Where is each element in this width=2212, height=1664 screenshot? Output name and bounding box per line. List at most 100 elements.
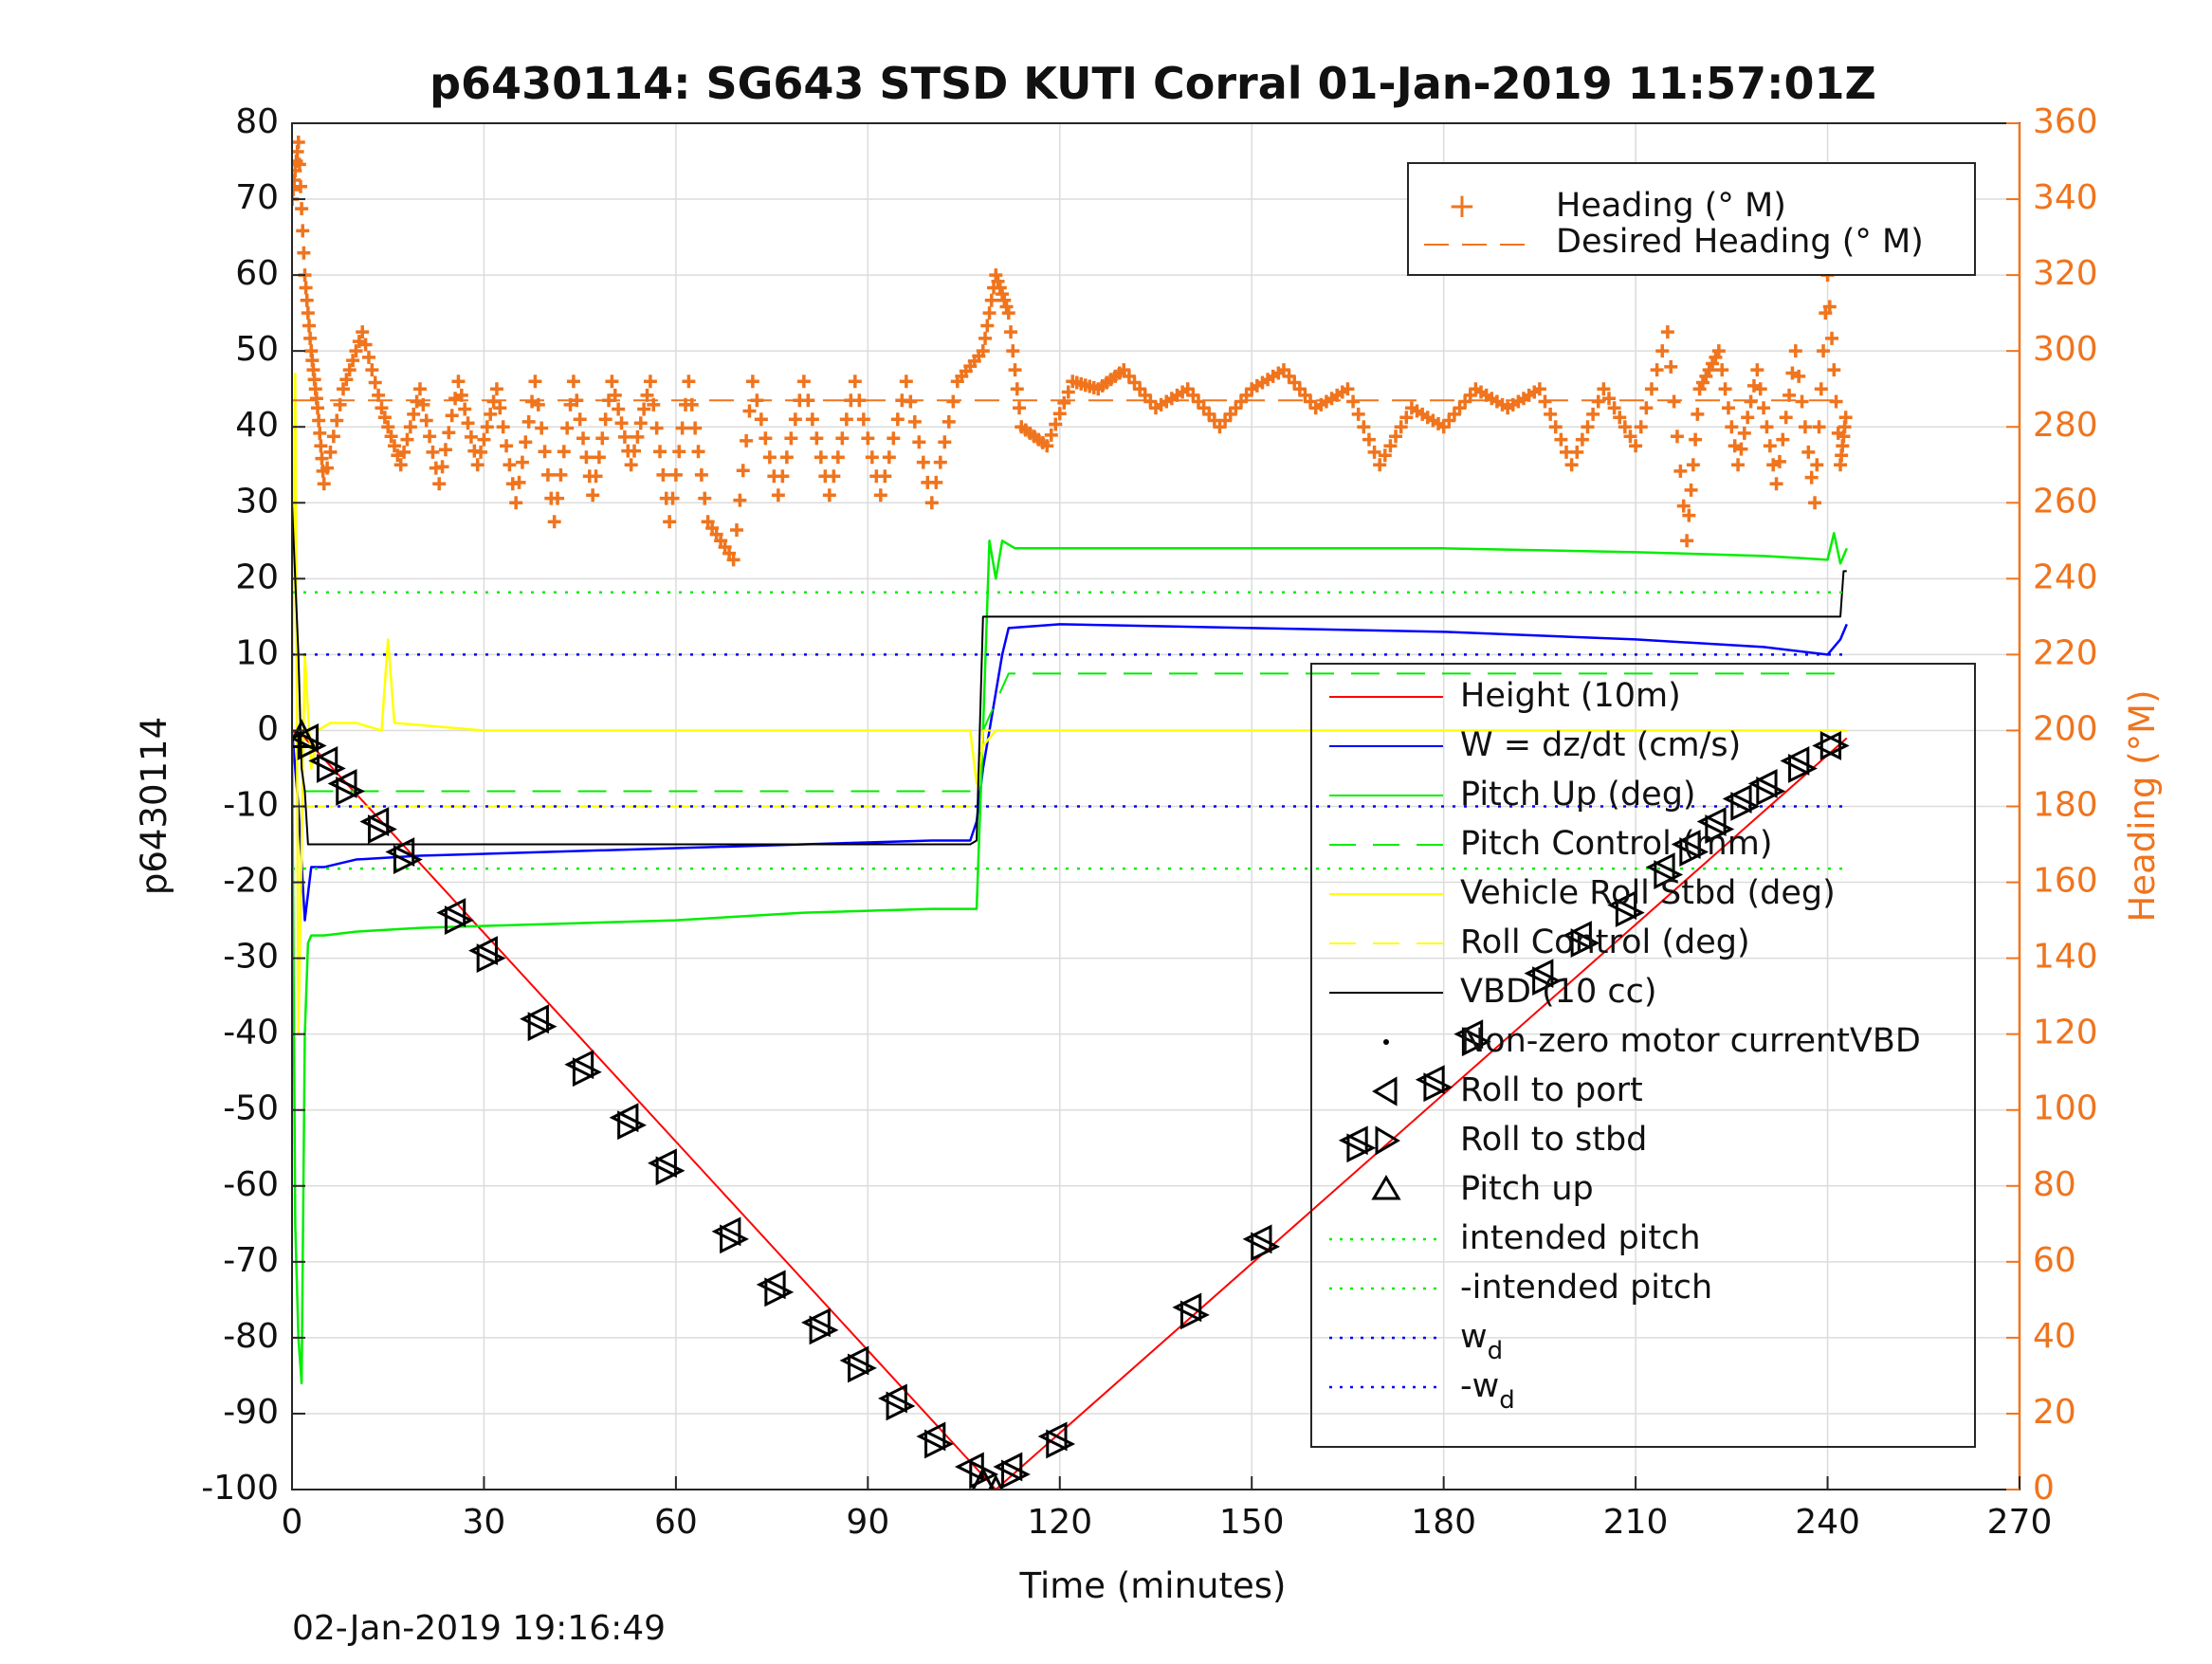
roll-stbd-marker: [476, 943, 506, 974]
heading-point: [822, 488, 836, 503]
heading-point: [1008, 363, 1022, 377]
heading-point: [302, 319, 316, 333]
x-tick-label: 210: [1603, 1503, 1669, 1542]
heading-point: [779, 450, 794, 465]
y2-tick-label: 40: [2033, 1317, 2076, 1356]
y-tick-label: 40: [235, 406, 279, 445]
heading-point: [313, 426, 327, 440]
heading-point: [1711, 344, 1726, 358]
heading-point: [1613, 411, 1627, 425]
heading-point: [1532, 382, 1546, 396]
heading-point: [1597, 382, 1611, 396]
y-axis-label: p6430114: [134, 717, 174, 895]
y-tick-label: -30: [223, 938, 279, 977]
heading-point: [698, 491, 712, 505]
heading-point: [993, 281, 1007, 295]
y-tick-label: 60: [235, 254, 279, 293]
heading-point: [573, 412, 587, 427]
heading-point: [509, 496, 523, 510]
heading-point: [835, 431, 850, 446]
legend-motor-current-label: Non-zero motor currentVBD: [1460, 1022, 1921, 1060]
chart-title: p6430114: SG643 STSD KUTI Corral 01-Jan-…: [430, 58, 1876, 109]
heading-point: [675, 421, 689, 435]
heading-point: [426, 445, 440, 459]
roll-port-marker: [1696, 807, 1727, 836]
legend-heading-label: Heading (° M): [1556, 187, 1786, 225]
heading-point: [515, 455, 529, 469]
heading-point: [865, 450, 879, 465]
roll-stbd-marker: [572, 1057, 602, 1088]
roll-port-marker: [800, 1307, 831, 1338]
heading-point: [1346, 394, 1361, 409]
heading-point: [1394, 420, 1408, 434]
heading-point: [1810, 458, 1824, 472]
heading-point: [1378, 448, 1392, 463]
heading-point: [733, 493, 747, 507]
heading-point: [1734, 442, 1748, 456]
heading-point: [805, 412, 819, 427]
heading-point: [1601, 392, 1616, 406]
heading-point: [356, 325, 370, 339]
heading-point: [493, 401, 507, 415]
heading-point: [1367, 445, 1381, 459]
heading-point: [991, 274, 1005, 288]
legend-roll-control-label: Roll Control (deg): [1460, 923, 1750, 961]
y2-tick-label: 80: [2033, 1165, 2076, 1204]
heading-point: [320, 461, 335, 475]
heading-point: [890, 412, 905, 427]
heading-point: [397, 445, 411, 459]
heading-point: [938, 435, 952, 449]
roll-stbd-marker: [316, 754, 346, 783]
heading-point: [1362, 432, 1376, 447]
heading-point: [1667, 394, 1681, 409]
heading-point: [617, 430, 631, 444]
heading-point: [1564, 458, 1579, 472]
heading-point: [1639, 401, 1654, 415]
heading-point: [628, 444, 642, 458]
roll-port-marker: [1338, 1125, 1368, 1156]
heading-point: [924, 496, 939, 510]
heading-point: [538, 445, 552, 459]
heading-point: [810, 431, 824, 446]
roll-port-marker: [1607, 890, 1637, 920]
roll-stbd-marker: [1046, 1429, 1076, 1459]
y-tick-label: 50: [235, 330, 279, 369]
heading-point: [1769, 477, 1783, 491]
y2-tick-label: 320: [2033, 254, 2098, 293]
heading-point: [1721, 401, 1735, 415]
heading-point: [1763, 439, 1777, 453]
heading-point: [551, 491, 565, 505]
heading-point: [451, 375, 466, 389]
heading-point: [375, 401, 389, 415]
heading-point: [1057, 395, 1071, 410]
roll-stbd-marker: [1570, 928, 1600, 959]
x-tick-label: 150: [1219, 1503, 1285, 1542]
heading-point: [980, 319, 995, 333]
heading-point: [688, 421, 703, 435]
heading-point: [1373, 458, 1387, 472]
heading-point: [557, 445, 571, 459]
heading-point: [999, 300, 1014, 314]
heading-point: [740, 433, 754, 448]
legend-w-label: W = dz/dt (cm/s): [1460, 726, 1741, 764]
roll-stbd-marker: [1756, 777, 1786, 806]
heading-point: [933, 455, 947, 469]
heading-point: [1686, 458, 1700, 472]
heading-point: [1383, 439, 1398, 453]
heading-point: [1753, 382, 1767, 396]
heading-point: [1776, 432, 1790, 447]
heading-point: [477, 432, 491, 447]
roll-port-marker: [1563, 921, 1592, 951]
legend-intended-pitch-label: intended pitch: [1460, 1219, 1701, 1257]
pitch-up-marker: [292, 719, 317, 748]
heading-point: [1817, 344, 1831, 358]
heading-point: [547, 515, 561, 529]
heading-point: [1779, 411, 1793, 425]
heading-point: [358, 338, 373, 352]
roll-port-marker: [1812, 731, 1842, 760]
heading-point: [904, 394, 918, 409]
legend-desired-heading-label: Desired Heading (° M): [1556, 223, 1924, 261]
heading-point: [484, 407, 498, 421]
heading-point: [554, 467, 568, 482]
roll-stbd-marker: [720, 1224, 749, 1254]
